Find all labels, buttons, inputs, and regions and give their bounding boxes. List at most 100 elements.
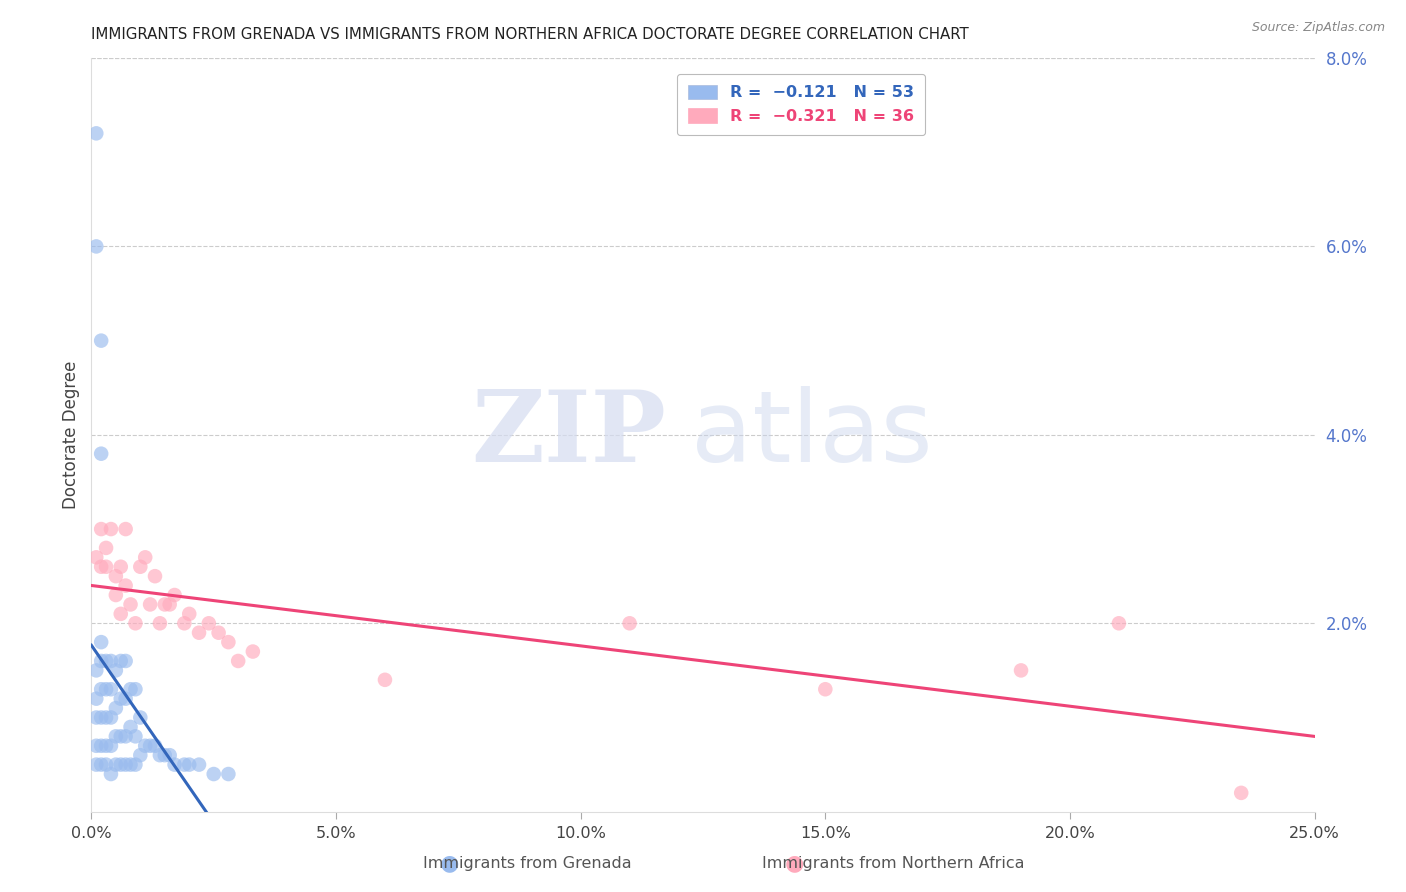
Text: IMMIGRANTS FROM GRENADA VS IMMIGRANTS FROM NORTHERN AFRICA DOCTORATE DEGREE CORR: IMMIGRANTS FROM GRENADA VS IMMIGRANTS FR…	[91, 27, 969, 42]
Point	[179, 757, 201, 772]
Point	[110, 559, 132, 574]
Point	[1230, 786, 1253, 800]
Legend: R =  −0.121   N = 53, R =  −0.321   N = 36: R = −0.121 N = 53, R = −0.321 N = 36	[676, 73, 925, 135]
Point	[110, 607, 132, 621]
Point	[114, 522, 136, 536]
Text: Immigrants from Grenada: Immigrants from Grenada	[423, 856, 631, 871]
Point	[110, 691, 132, 706]
Point	[90, 710, 112, 724]
Point	[188, 625, 211, 640]
Text: ●: ●	[785, 854, 804, 873]
Point	[114, 757, 136, 772]
Point	[124, 757, 146, 772]
Point	[120, 682, 142, 697]
Point	[94, 654, 117, 668]
Point	[129, 710, 152, 724]
Point	[90, 757, 112, 772]
Point	[100, 739, 122, 753]
Point	[179, 607, 201, 621]
Point	[114, 691, 136, 706]
Point	[84, 664, 107, 678]
Point	[90, 522, 112, 536]
Point	[149, 748, 172, 763]
Point	[110, 654, 132, 668]
Point	[139, 598, 162, 612]
Point	[94, 710, 117, 724]
Point	[1010, 664, 1032, 678]
Point	[163, 757, 186, 772]
Text: ●: ●	[440, 854, 460, 873]
Point	[100, 654, 122, 668]
Point	[217, 767, 239, 781]
Point	[104, 730, 127, 744]
Point	[104, 588, 127, 602]
Point	[159, 748, 181, 763]
Text: Source: ZipAtlas.com: Source: ZipAtlas.com	[1251, 21, 1385, 34]
Point	[100, 682, 122, 697]
Point	[143, 569, 166, 583]
Point	[814, 682, 837, 697]
Point	[124, 730, 146, 744]
Point	[139, 739, 162, 753]
Point	[114, 654, 136, 668]
Point	[242, 644, 264, 658]
Point	[84, 757, 107, 772]
Point	[159, 598, 181, 612]
Y-axis label: Doctorate Degree: Doctorate Degree	[62, 360, 80, 509]
Point	[84, 710, 107, 724]
Point	[90, 559, 112, 574]
Point	[110, 757, 132, 772]
Point	[173, 757, 195, 772]
Point	[129, 559, 152, 574]
Point	[226, 654, 249, 668]
Point	[134, 550, 156, 565]
Point	[100, 522, 122, 536]
Text: ZIP: ZIP	[471, 386, 666, 483]
Point	[129, 748, 152, 763]
Point	[94, 541, 117, 555]
Point	[110, 730, 132, 744]
Point	[153, 748, 176, 763]
Point	[202, 767, 225, 781]
Point	[163, 588, 186, 602]
Point	[84, 739, 107, 753]
Text: atlas: atlas	[690, 386, 932, 483]
Point	[90, 635, 112, 649]
Point	[100, 767, 122, 781]
Point	[619, 616, 641, 631]
Point	[120, 598, 142, 612]
Point	[149, 616, 172, 631]
Point	[198, 616, 221, 631]
Point	[134, 739, 156, 753]
Point	[120, 720, 142, 734]
Point	[188, 757, 211, 772]
Point	[114, 730, 136, 744]
Point	[90, 334, 112, 348]
Point	[94, 757, 117, 772]
Point	[100, 710, 122, 724]
Point	[124, 616, 146, 631]
Point	[143, 739, 166, 753]
Point	[173, 616, 195, 631]
Point	[104, 701, 127, 715]
Point	[94, 682, 117, 697]
Point	[104, 569, 127, 583]
Point	[104, 664, 127, 678]
Point	[120, 757, 142, 772]
Point	[217, 635, 239, 649]
Point	[90, 682, 112, 697]
Point	[94, 559, 117, 574]
Point	[114, 578, 136, 592]
Point	[84, 126, 107, 140]
Point	[90, 739, 112, 753]
Point	[84, 691, 107, 706]
Text: Immigrants from Northern Africa: Immigrants from Northern Africa	[762, 856, 1024, 871]
Point	[104, 757, 127, 772]
Point	[124, 682, 146, 697]
Point	[1108, 616, 1130, 631]
Point	[90, 447, 112, 461]
Point	[153, 598, 176, 612]
Point	[90, 654, 112, 668]
Point	[94, 739, 117, 753]
Point	[374, 673, 396, 687]
